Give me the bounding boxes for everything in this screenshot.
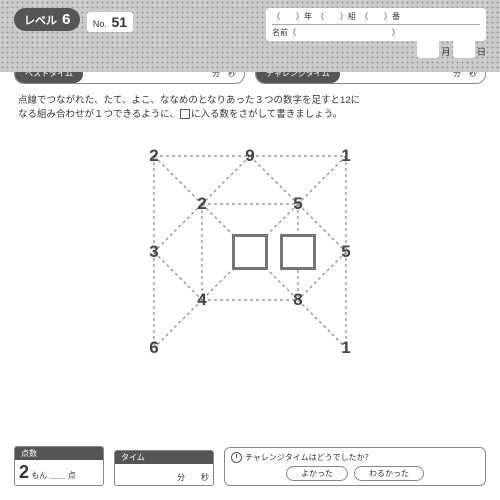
instr-line1: 点線でつながれた、たて、よこ、ななめのとなりあった３つの数字を足すと12に [18,94,482,108]
no-label: No. [93,19,107,29]
level-badge: レベル 6 [14,8,80,31]
day-box[interactable] [453,40,475,58]
answer-box[interactable] [232,234,268,270]
score-box: 点数 2 もん ＿＿ 点 [14,446,104,486]
grid-number: 4 [197,290,206,310]
grid-number: 5 [293,194,302,214]
grid-number: 9 [245,146,254,166]
good-button[interactable]: よかった [286,466,348,481]
grid-number: 3 [149,242,158,262]
level-label: レベル [24,15,57,27]
no-value: 51 [111,14,127,30]
header: レベル 6 No. 51 （ ）年 （ ）組 （ ）番 名前（ ） [0,0,500,36]
grid-number: 8 [293,290,302,310]
grid-number: 6 [149,338,158,358]
date-row: 月 日 [0,40,500,58]
answer-box[interactable] [280,234,316,270]
time-box: タイム 分 秒 [114,450,214,486]
clock-icon [231,452,242,463]
bad-button[interactable]: わるかった [354,466,424,481]
grid-number: 5 [341,242,350,262]
month-box[interactable] [417,40,439,58]
grid-number: 1 [341,146,350,166]
level-number: 6 [62,11,70,28]
number-box: No. 51 [87,12,133,32]
grid-number: 1 [341,338,350,358]
square-icon [180,109,190,119]
grid-number: 2 [197,194,206,214]
feedback-box: チャレンジタイムはどうでしたか？ よかった わるかった [224,447,486,486]
grid-number: 2 [149,146,158,166]
footer: 点数 2 もん ＿＿ 点 タイム 分 秒 チャレンジタイムはどうでしたか？ よか… [14,446,486,486]
student-info-box: （ ）年 （ ）組 （ ）番 名前（ ） [266,8,486,41]
puzzle-grid: 29125354861 [150,152,350,352]
instructions: 点線でつながれた、たて、よこ、ななめのとなりあった３つの数字を足すと12に なる… [0,90,500,127]
